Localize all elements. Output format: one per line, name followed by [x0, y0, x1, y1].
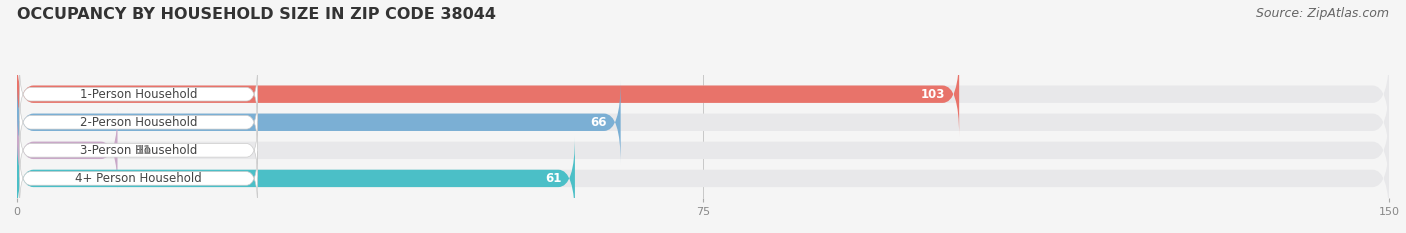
- Text: 11: 11: [136, 144, 152, 157]
- Text: Source: ZipAtlas.com: Source: ZipAtlas.com: [1256, 7, 1389, 20]
- FancyBboxPatch shape: [20, 95, 257, 149]
- Text: 2-Person Household: 2-Person Household: [80, 116, 197, 129]
- FancyBboxPatch shape: [17, 80, 1389, 164]
- FancyBboxPatch shape: [20, 123, 257, 177]
- Text: 103: 103: [921, 88, 945, 101]
- FancyBboxPatch shape: [17, 109, 1389, 192]
- Text: 3-Person Household: 3-Person Household: [80, 144, 197, 157]
- FancyBboxPatch shape: [20, 67, 257, 121]
- FancyBboxPatch shape: [17, 137, 575, 220]
- FancyBboxPatch shape: [17, 52, 1389, 136]
- FancyBboxPatch shape: [17, 52, 959, 136]
- FancyBboxPatch shape: [20, 151, 257, 205]
- Text: 61: 61: [546, 172, 561, 185]
- FancyBboxPatch shape: [17, 109, 118, 192]
- Text: 1-Person Household: 1-Person Household: [80, 88, 197, 101]
- Text: 4+ Person Household: 4+ Person Household: [75, 172, 202, 185]
- Text: OCCUPANCY BY HOUSEHOLD SIZE IN ZIP CODE 38044: OCCUPANCY BY HOUSEHOLD SIZE IN ZIP CODE …: [17, 7, 496, 22]
- FancyBboxPatch shape: [17, 80, 620, 164]
- FancyBboxPatch shape: [17, 137, 1389, 220]
- Text: 66: 66: [591, 116, 607, 129]
